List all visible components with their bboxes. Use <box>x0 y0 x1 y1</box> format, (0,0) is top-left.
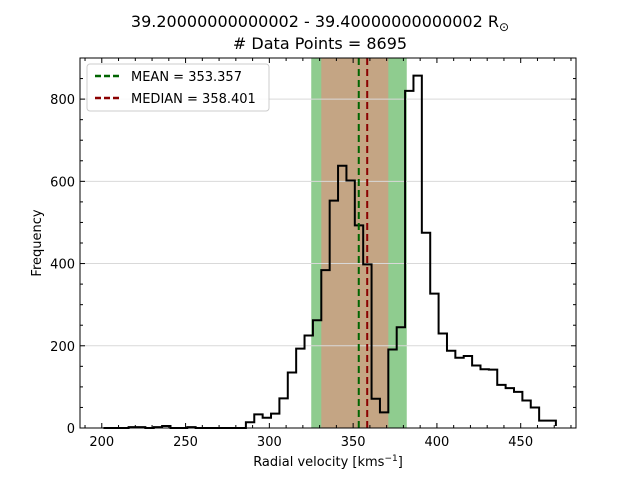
x-axis-label-end: ] <box>398 455 403 470</box>
x-tick-label: 250 <box>173 435 198 450</box>
legend-mean-label: MEAN = 353.357 <box>131 70 242 85</box>
x-axis-label-exponent: −1 <box>384 454 397 464</box>
chart-title-range: 39.20000000000002 - 39.40000000000002 R <box>131 12 499 31</box>
chart-title-line2: # Data Points = 8695 <box>233 34 407 53</box>
y-tick-label: 400 <box>50 258 75 273</box>
y-tick-label: 800 <box>50 93 75 108</box>
inner-band <box>321 58 389 428</box>
y-axis-label: Frequency <box>30 209 45 276</box>
x-tick-label: 350 <box>341 435 366 450</box>
y-tick-label: 200 <box>50 340 75 355</box>
y-tick-label: 0 <box>67 422 75 437</box>
y-tick-label: 600 <box>50 175 75 190</box>
legend: MEAN = 353.357 MEDIAN = 358.401 <box>86 63 270 112</box>
histogram-step-line <box>103 74 557 429</box>
x-tick-label: 400 <box>425 435 450 450</box>
solar-radius-symbol: ⊙ <box>499 20 509 34</box>
x-axis-ticks: 200 250 300 350 400 450 <box>84 58 572 450</box>
legend-median-label: MEDIAN = 358.401 <box>131 92 256 107</box>
x-tick-label: 300 <box>257 435 282 450</box>
chart-title-line1: 39.20000000000002 - 39.40000000000002 R⊙ <box>131 12 509 34</box>
x-tick-label: 200 <box>89 435 114 450</box>
x-tick-label: 450 <box>508 435 533 450</box>
legend-box <box>86 63 270 112</box>
x-axis-label: Radial velocity [kms−1] <box>253 454 403 470</box>
x-axis-label-text: Radial velocity [kms <box>253 455 384 470</box>
y-axis-ticks: 0 200 400 600 800 <box>50 57 576 437</box>
